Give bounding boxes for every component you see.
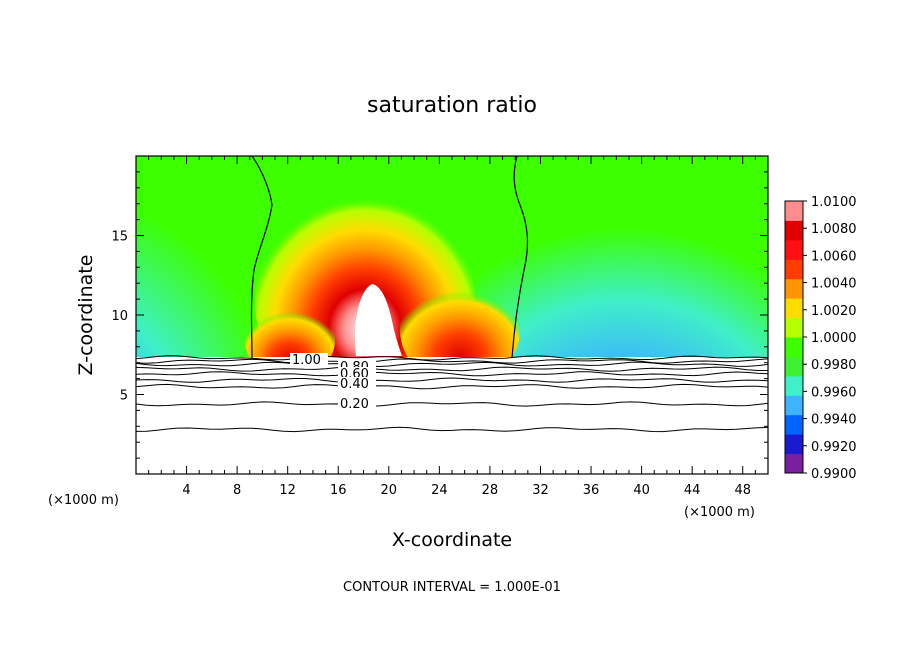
colorbar-label: 1.0040 (811, 277, 857, 292)
contour-line (136, 383, 768, 390)
colorbar-label: 0.9920 (811, 440, 857, 455)
colorbar-labels: 0.9900 0.9920 0.9940 0.9960 0.9980 1.0000 1.00… (803, 195, 857, 482)
contour-line (136, 371, 768, 377)
colorbar-swatch (785, 337, 803, 357)
heatmap-field (136, 156, 768, 474)
x-tick-label: 20 (381, 483, 398, 498)
chart-title: saturation ratio (367, 93, 537, 118)
colorbar-label: 0.9980 (811, 358, 857, 373)
colorbar-label: 0.9940 (811, 413, 857, 428)
colorbar-label: 1.0020 (811, 304, 857, 319)
contour-line (136, 377, 768, 383)
x-tick-label: 8 (233, 483, 241, 498)
y-axis-ticks: 5 10 15 (111, 171, 768, 459)
contour-lines (136, 355, 768, 433)
x-axis-label: X-coordinate (392, 529, 512, 551)
contour-line (136, 401, 768, 407)
colorbar-swatch (785, 453, 803, 474)
contour-label-bg (338, 377, 376, 390)
contour-label: 0.20 (340, 397, 369, 412)
x-tick-label: 40 (633, 483, 650, 498)
y-axis-label: Z-coordinate (75, 255, 97, 376)
colorbar-swatch (785, 278, 803, 299)
colorbar-label: 1.0000 (811, 331, 857, 346)
colorbar-swatch (785, 395, 803, 416)
x-unit-left: (×1000 m) (48, 493, 119, 508)
contour-line (136, 426, 768, 433)
contour-label-bg (338, 367, 376, 380)
x-tick-label: 28 (482, 483, 499, 498)
colorbar-swatch (785, 298, 803, 319)
contour-line (136, 358, 768, 364)
x-tick-label: 32 (532, 483, 549, 498)
y-tick-label: 5 (120, 389, 128, 404)
colorbar-swatch (785, 434, 803, 455)
x-tick-label: 44 (684, 483, 701, 498)
contour-label: 0.40 (340, 377, 369, 392)
x-tick-label: 36 (583, 483, 600, 498)
colorbar-swatch (785, 259, 803, 280)
contour-labels: 1.000.800.600.400.20 (290, 353, 376, 412)
x-axis-ticks: 4 8 12 16 20 24 28 32 36 40 44 48 (148, 156, 756, 498)
cloud-core (354, 284, 402, 356)
contour-line (136, 361, 768, 368)
x-unit-right: (×1000 m) (684, 505, 755, 520)
x-tick-label: 24 (431, 483, 448, 498)
colorbar-swatch (785, 375, 803, 396)
colorbar-swatch (785, 356, 803, 377)
contour-label-bg (338, 397, 376, 410)
x-tick-label: 4 (182, 483, 190, 498)
colorbar (784, 200, 804, 474)
colorbar-label: 1.0100 (811, 195, 857, 210)
colorbar-label: 1.0080 (811, 222, 857, 237)
colorbar-swatch (785, 220, 803, 241)
colorbar-label: 1.0060 (811, 249, 857, 264)
colorbar-swatch (785, 414, 803, 435)
cloud-boundary-left (250, 156, 273, 359)
colorbar-swatch (785, 317, 803, 338)
contour-interval-note: CONTOUR INTERVAL = 1.000E-01 (343, 580, 561, 595)
x-tick-label: 48 (734, 483, 751, 498)
colorbar-label: 0.9960 (811, 385, 857, 400)
contour-line (136, 366, 768, 372)
x-tick-label: 16 (330, 483, 347, 498)
colorbar-label: 0.9900 (811, 467, 857, 482)
contour-label: 1.00 (292, 353, 321, 368)
cloud-boundary-right (511, 156, 529, 359)
colorbar-swatch (785, 201, 803, 221)
contour-label-bg (290, 353, 328, 366)
y-tick-label: 10 (111, 309, 128, 324)
y-tick-label: 15 (111, 230, 128, 245)
x-tick-label: 12 (279, 483, 296, 498)
colorbar-swatch (785, 239, 803, 260)
contour-line (136, 355, 768, 361)
